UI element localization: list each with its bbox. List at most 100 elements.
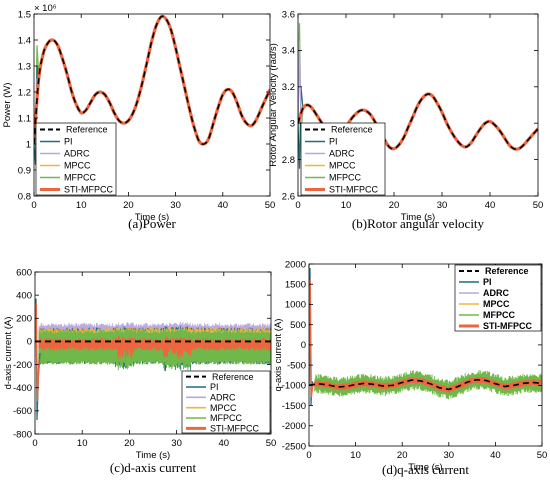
x-tick-label: 20	[123, 200, 134, 211]
x-tick-label: 0	[32, 438, 37, 449]
y-tick-label: 200	[16, 314, 32, 325]
y-tick-label: -400	[13, 383, 32, 394]
legend-label: PI	[483, 277, 492, 287]
legend-entry: MPCC	[459, 299, 510, 309]
legend-entry: STI-MFPCC	[186, 424, 259, 434]
y-tick-label: -1500	[282, 401, 306, 412]
y-tick-label: -1000	[282, 381, 306, 392]
x-tick-label: 30	[170, 200, 181, 211]
legend-label: ADRC	[64, 149, 90, 159]
legend-label: MPCC	[64, 161, 91, 171]
y-tick-label: 1	[26, 139, 31, 150]
x-tick-label: 40	[490, 450, 501, 461]
legend-entry: ADRC	[40, 149, 90, 159]
legend-entry: STI-MFPCC	[459, 321, 532, 331]
legend-label: PI	[64, 137, 73, 147]
y-tick-label: 1.3	[18, 61, 31, 72]
legend-entry: MFPCC	[40, 173, 96, 183]
y-tick-label: 1.1	[18, 113, 31, 124]
y-tick-label: 1000	[285, 300, 306, 311]
legend-entry: PI	[305, 137, 338, 147]
startup-transient	[298, 41, 304, 124]
y-axis-label: Rotor Angular Velocity (rad/s)	[268, 43, 279, 167]
y-tick-label: -2500	[282, 441, 306, 452]
y-tick-label: 500	[290, 320, 306, 331]
axes-box	[33, 13, 271, 197]
x-tick-label: 10	[77, 438, 88, 449]
y-tick-label: 2000	[285, 259, 306, 270]
legend-label: MPCC	[329, 161, 356, 171]
y-tick-label: -2000	[282, 421, 306, 432]
x-tick-label: 0	[31, 200, 36, 211]
startup-transient	[298, 86, 304, 169]
chart-a: 0 10 20 30 40 50 0.8 0.9 1 1.1 1.2 1.3 1.4 1.5 Time (s…	[2, 3, 275, 231]
legend-label: STI-MFPCC	[329, 185, 378, 195]
series-line-sti-mfpcc	[34, 14, 270, 146]
x-tick-label: 10	[76, 200, 87, 211]
legend: Reference PI ADRC MPCC MFPCC STI-MFPCC	[300, 122, 386, 196]
x-tick-label: 50	[537, 450, 548, 461]
y-tick-label: 3.4	[282, 46, 295, 57]
y-tick-label: 600	[16, 267, 32, 278]
startup-transient	[35, 303, 40, 402]
legend-label: MFPCC	[64, 173, 96, 183]
y-tick-label: 0	[301, 340, 306, 351]
y-tick-label: -600	[13, 406, 32, 417]
x-axis-label: Time (s)	[135, 212, 169, 223]
legend-entry: MFPCC	[305, 173, 361, 183]
caption: (a)Power	[128, 216, 176, 231]
legend-entry: ADRC	[305, 149, 355, 159]
caption: (d)q-axis current	[382, 462, 469, 477]
y-tick-label: 1500	[285, 280, 306, 291]
x-tick-label: 40	[485, 200, 496, 211]
x-axis-label: Time (s)	[401, 212, 435, 223]
legend-label: MFPCC	[483, 310, 515, 320]
x-tick-label: 20	[124, 438, 135, 449]
legend-label: Reference	[331, 125, 373, 135]
chart-c: 0 10 20 30 40 50 -800 -600 -400 -200 0 200 400 600 Tim…	[3, 267, 276, 475]
y-tick-label: 3.2	[282, 82, 295, 93]
legend-entry: PI	[459, 277, 492, 287]
plot-area	[309, 268, 542, 406]
y-tick-label: 2.8	[282, 155, 295, 166]
legend-label: MFPCC	[329, 173, 361, 183]
y-tick-label: 400	[16, 290, 32, 301]
series-noise-sti-mfpcc	[38, 335, 271, 360]
y-tick-label: 0	[27, 337, 32, 348]
x-tick-label: 30	[444, 450, 455, 461]
x-tick-label: 50	[533, 200, 544, 211]
y-tick-label: 0.9	[18, 165, 31, 176]
series-noise-sti-mfpcc	[313, 376, 542, 393]
y-axis-exponent: × 10⁶	[34, 3, 57, 14]
y-axis-label: Power (W)	[2, 83, 13, 128]
y-tick-label: -200	[13, 360, 32, 371]
legend-label: MFPCC	[210, 413, 242, 423]
x-tick-label: 10	[350, 450, 361, 461]
legend-box	[300, 122, 386, 196]
y-tick-label: 1.4	[18, 35, 31, 46]
x-tick-label: 0	[295, 200, 300, 211]
y-tick-label: 1.5	[18, 9, 31, 20]
x-tick-label: 20	[389, 200, 400, 211]
legend-label: STI-MFPCC	[64, 185, 113, 195]
legend-box	[181, 370, 271, 434]
legend-entry: MPCC	[305, 161, 356, 171]
startup-transient	[309, 280, 314, 398]
y-tick-label: 1.2	[18, 87, 31, 98]
y-tick-label: -500	[287, 360, 306, 371]
x-tick-label: 10	[341, 200, 352, 211]
legend-label: ADRC	[483, 288, 509, 298]
plot-area	[35, 298, 271, 421]
caption: (b)Rotor angular velocity	[352, 216, 485, 231]
legend-box	[454, 264, 542, 332]
legend-entry: MPCC	[40, 161, 91, 171]
axes-box	[308, 263, 543, 447]
legend-entry: Reference	[459, 266, 529, 276]
x-tick-label: 30	[171, 438, 182, 449]
legend-label: STI-MFPCC	[210, 424, 259, 434]
legend-label: ADRC	[329, 149, 355, 159]
x-tick-label: 50	[266, 438, 277, 449]
legend-entry: STI-MFPCC	[40, 185, 113, 195]
